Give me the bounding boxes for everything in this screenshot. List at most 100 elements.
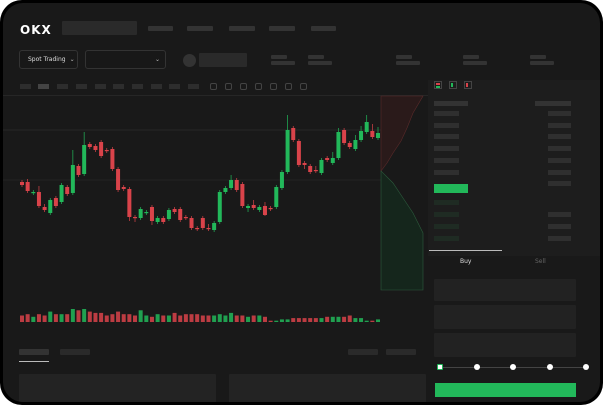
both-sides-icon[interactable] — [434, 81, 442, 89]
timeframe-button[interactable] — [76, 84, 87, 89]
market-select[interactable]: Spot Trading ⌄ — [19, 50, 78, 69]
nav-item-5[interactable] — [311, 26, 336, 31]
candle-body — [65, 187, 70, 194]
volume-bar — [25, 314, 30, 322]
line-icon[interactable] — [240, 83, 247, 90]
candle-body — [347, 143, 352, 147]
slider-step[interactable] — [546, 364, 553, 370]
slider-step[interactable] — [473, 364, 480, 370]
volume-bar — [200, 315, 205, 322]
volume-bar — [325, 316, 330, 322]
camera-icon[interactable] — [270, 83, 277, 90]
buy-tab-underline — [429, 250, 502, 251]
total-input[interactable] — [434, 333, 576, 357]
timeframe-button[interactable] — [20, 84, 31, 89]
volume-bar — [178, 315, 183, 322]
ruler-icon[interactable] — [255, 83, 262, 90]
slider-step[interactable] — [437, 364, 443, 370]
bid-price — [434, 224, 459, 229]
tab-open-orders[interactable] — [19, 349, 49, 355]
candle-body — [302, 163, 307, 165]
filter-button[interactable] — [386, 349, 416, 355]
orders-panel-right — [229, 374, 426, 402]
tab-sell[interactable]: Sell — [535, 258, 546, 265]
timeframe-button[interactable] — [188, 84, 199, 89]
volume-bar — [48, 311, 53, 322]
volume-bar — [291, 318, 296, 322]
candle-body — [20, 182, 24, 185]
asks-only-icon[interactable] — [464, 81, 472, 89]
slider-step[interactable] — [583, 364, 589, 370]
ask-amount — [548, 146, 571, 151]
settings-icon[interactable] — [285, 83, 292, 90]
pair-select[interactable]: ⌄ — [85, 50, 166, 69]
amount-input[interactable] — [434, 305, 576, 329]
volume-bar — [127, 314, 132, 322]
timeframe-button[interactable] — [169, 84, 180, 89]
ask-amount — [548, 158, 571, 163]
candle-body — [93, 146, 98, 150]
candle-body — [87, 144, 92, 147]
tab-buy[interactable]: Buy — [460, 258, 472, 265]
timeframe-button[interactable] — [57, 84, 68, 89]
candle-body — [262, 206, 267, 215]
tab-underline — [19, 361, 49, 362]
bids-only-icon[interactable] — [449, 81, 457, 89]
coin-icon — [183, 54, 196, 67]
volume-bar — [251, 315, 256, 322]
candle-body — [70, 165, 75, 193]
orders-panel-left — [19, 374, 216, 402]
price-input[interactable] — [434, 279, 576, 301]
volume-bar — [229, 312, 234, 322]
candle-body — [359, 131, 364, 140]
candlestick-chart[interactable] — [3, 3, 600, 333]
volume-bar — [257, 315, 262, 322]
candle-body — [376, 133, 380, 138]
slider-step[interactable] — [510, 364, 516, 370]
volume-bar — [364, 320, 369, 322]
candle-body — [223, 188, 228, 192]
depth-bids-area — [380, 170, 424, 291]
candle-body — [257, 207, 262, 210]
volume-bar — [82, 309, 87, 322]
stat-value — [530, 61, 554, 65]
candle-body — [172, 209, 177, 212]
nav-item-1[interactable] — [148, 26, 173, 31]
trading-screen: OKX Spot Trading ⌄ ⌄ Buy Sell — [3, 3, 600, 402]
ask-price — [434, 111, 459, 116]
timeframe-button[interactable] — [151, 84, 162, 89]
candle-body — [76, 166, 81, 175]
volume-bar — [347, 315, 352, 322]
buy-button[interactable] — [435, 383, 576, 397]
chevron-down-icon: ⌄ — [154, 56, 160, 63]
volume-bar — [274, 320, 279, 322]
candle-body — [336, 132, 341, 158]
ask-price — [434, 158, 459, 163]
timeframe-button[interactable] — [113, 84, 124, 89]
search-bar[interactable] — [62, 21, 137, 35]
drawing-icon[interactable] — [225, 83, 232, 90]
tab-order-history[interactable] — [60, 349, 90, 355]
indicators-icon[interactable] — [210, 83, 217, 90]
timeframe-button[interactable] — [132, 84, 143, 89]
bid-price — [434, 236, 459, 241]
nav-item-3[interactable] — [229, 26, 255, 31]
fullscreen-icon[interactable] — [300, 83, 307, 90]
volume-bar — [59, 314, 64, 322]
volume-bar — [217, 314, 222, 322]
nav-item-4[interactable] — [269, 26, 295, 31]
candle-body — [291, 128, 296, 140]
filter-button[interactable] — [348, 349, 378, 355]
volume-bar — [121, 314, 126, 322]
candle-body — [229, 180, 234, 188]
volume-bar — [93, 312, 98, 322]
timeframe-button[interactable] — [38, 84, 49, 89]
timeframe-button[interactable] — [95, 84, 106, 89]
volume-bar — [313, 318, 318, 322]
candle-body — [313, 170, 318, 172]
nav-item-2[interactable] — [187, 26, 213, 31]
candle-body — [104, 150, 109, 152]
candle-body — [59, 185, 64, 202]
volume-bar — [234, 315, 239, 322]
